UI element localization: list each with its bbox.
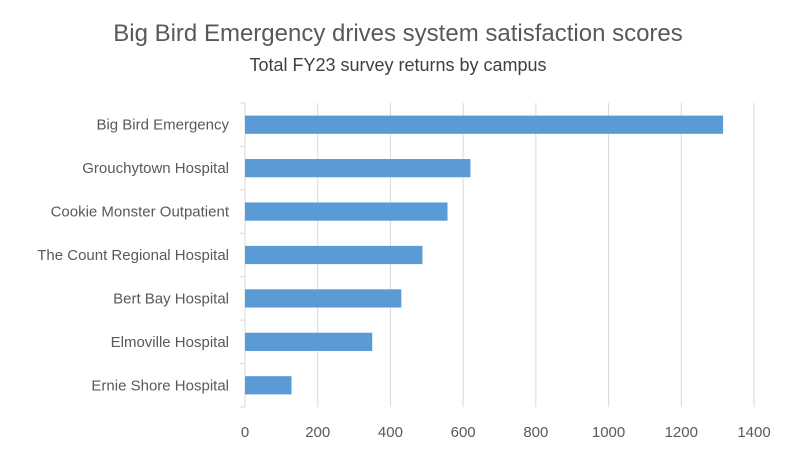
category-axis xyxy=(240,102,246,408)
x-tick-label: 1000 xyxy=(592,424,625,441)
category-label: Ernie Shore Hospital xyxy=(91,377,229,394)
x-tick-label: 1400 xyxy=(737,424,770,441)
category-labels: Big Bird Emergency Grouchytown Hospital Co… xyxy=(37,117,230,395)
category-label: Cookie Monster Outpatient xyxy=(51,204,230,221)
chart-title: Big Bird Emergency drives system satisfa… xyxy=(113,20,683,47)
x-tick-label: 800 xyxy=(523,424,548,441)
x-tick-label: 600 xyxy=(451,424,476,441)
x-tick-label: 400 xyxy=(378,424,403,441)
bar xyxy=(245,289,402,308)
x-tick-label: 200 xyxy=(305,424,330,441)
category-label: The Count Regional Hospital xyxy=(37,247,229,264)
bar xyxy=(245,159,471,178)
category-label: Bert Bay Hospital xyxy=(113,290,229,307)
bar xyxy=(245,376,292,395)
x-tick-label: 0 xyxy=(241,424,249,441)
bars xyxy=(245,115,724,395)
value-tick-labels: 0 200 400 600 800 1000 1200 1400 xyxy=(241,424,771,441)
bar xyxy=(245,115,724,134)
category-label: Elmoville Hospital xyxy=(111,334,229,351)
bar xyxy=(245,332,373,351)
bar xyxy=(245,202,448,221)
bar xyxy=(245,245,423,265)
chart-subtitle: Total FY23 survey returns by campus xyxy=(249,55,547,75)
category-label: Grouchytown Hospital xyxy=(82,160,229,177)
x-tick-label: 1200 xyxy=(665,424,698,441)
category-label: Big Bird Emergency xyxy=(96,117,229,134)
